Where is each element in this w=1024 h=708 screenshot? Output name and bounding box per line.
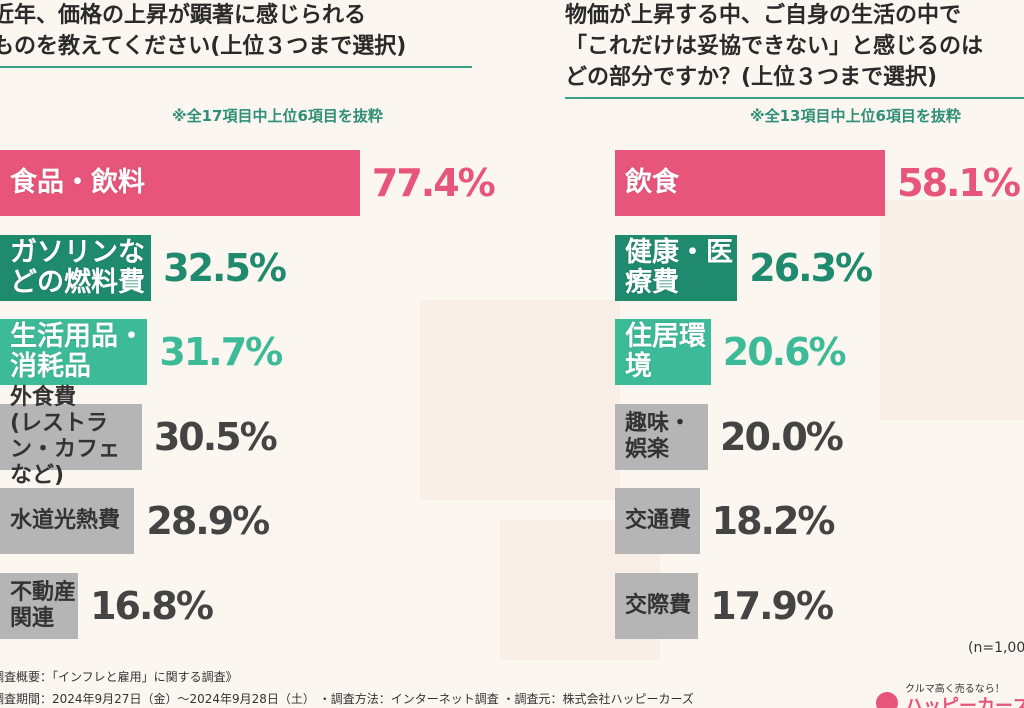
footer-line: 調査期間：2024年9月27日（金）〜2024年9月28日（土） ・調査方法：イ…	[0, 692, 694, 706]
decoration	[880, 200, 1024, 420]
value-label: 77.4%	[371, 161, 496, 205]
bar-text: 健康・医療費 26.3%	[615, 235, 873, 301]
value-label: 17.9%	[710, 583, 834, 628]
sample-note: (n=1,000)	[968, 640, 1024, 656]
bar	[0, 150, 360, 216]
bar	[0, 403, 142, 470]
bar-text: 外食費 (レストラン・カフェなど) 30.5%	[0, 385, 278, 488]
bar	[615, 234, 738, 301]
bar	[615, 488, 700, 554]
bar	[615, 403, 708, 470]
bar	[615, 319, 711, 385]
value-label: 18.2%	[711, 499, 836, 543]
bar-text: 交際費 17.9%	[615, 573, 834, 639]
bar-text: 住居環境 20.6%	[615, 319, 847, 385]
bar-text: 飲食 58.1%	[615, 150, 1021, 216]
chart-title: 物価が上昇する中、ご自身の生活の中で 「これだけは妥協できない」と感じるのは ど…	[565, 0, 1024, 99]
category-label: 飲食	[625, 167, 679, 198]
value-label: 20.0%	[720, 414, 844, 459]
category-label: 健康・医療費	[625, 236, 733, 298]
bar	[0, 234, 152, 301]
bar-text: 水道光熱費 28.9%	[0, 488, 270, 554]
value-label: 26.3%	[749, 245, 873, 290]
category-label: 趣味・娯楽	[625, 410, 692, 462]
value-label: 32.5%	[163, 245, 287, 290]
bar-text: 生活用品・消耗品 31.7%	[0, 319, 283, 385]
chart-note: ※全13項目中上位6項目を抜粋	[750, 107, 961, 125]
bar	[0, 572, 79, 639]
bar	[0, 488, 135, 554]
category-label: 外食費 (レストラン・カフェなど)	[10, 384, 121, 488]
bar-text: 不動産関連 16.8%	[0, 573, 214, 639]
category-label: 食品・飲料	[10, 167, 145, 198]
category-label: 水道光熱費	[10, 508, 121, 533]
footer-line: 調査概要：「インフレと雇用」に関する調査》	[0, 670, 238, 684]
value-label: 28.9%	[146, 499, 270, 543]
bar	[615, 572, 699, 639]
category-label: 生活用品・消耗品	[10, 321, 145, 382]
bar-text: 交通費 18.2%	[615, 488, 836, 554]
bar	[615, 150, 886, 216]
bar-text: 食品・飲料 77.4%	[0, 150, 496, 216]
value-label: 58.1%	[897, 161, 1021, 205]
category-label: 交際費	[625, 592, 692, 618]
value-label: 31.7%	[159, 330, 283, 374]
value-label: 30.5%	[153, 414, 278, 459]
logo-tagline: クルマ高く売るなら！	[905, 684, 1005, 695]
chart-note: ※全17項目中上位6項目を抜粋	[172, 107, 383, 125]
decoration	[420, 300, 620, 500]
category-label: ガソリンなどの燃料費	[10, 236, 145, 298]
logo-icon	[876, 692, 898, 708]
bar-text: ガソリンなどの燃料費 32.5%	[0, 235, 287, 301]
bar-text: 趣味・娯楽 20.0%	[615, 404, 844, 470]
chart-title: 近年、価格の上昇が顕著に感じられる ものを教えてください(上位３つまで選択)	[0, 0, 472, 68]
category-label: 住居環境	[625, 321, 706, 382]
logo-name: ハッピーカーズ	[905, 696, 1024, 708]
category-label: 交通費	[625, 508, 692, 533]
category-label: 不動産関連	[10, 579, 77, 631]
bar	[0, 319, 148, 385]
value-label: 20.6%	[722, 330, 847, 374]
value-label: 16.8%	[90, 583, 214, 628]
